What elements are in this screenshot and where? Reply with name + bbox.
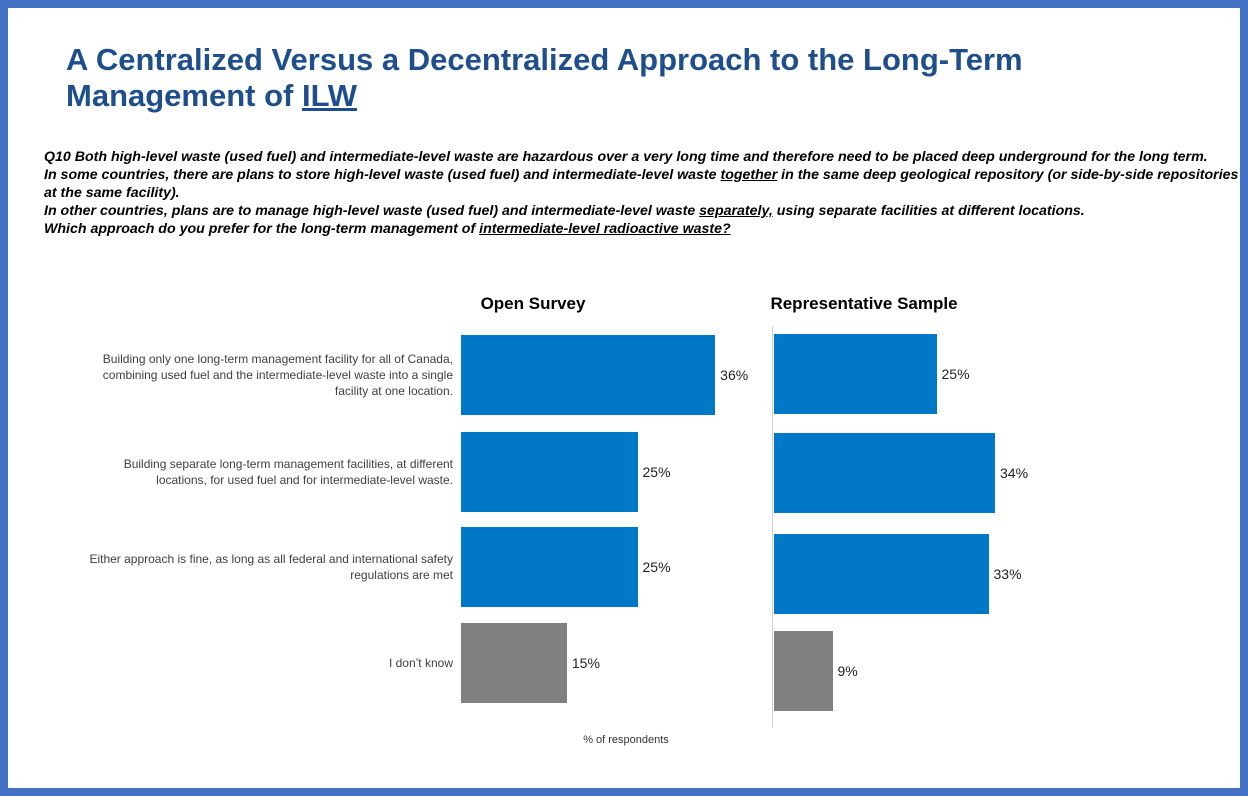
category-label: I don’t know bbox=[388, 656, 453, 670]
question-segment: separately, bbox=[699, 203, 773, 219]
question-line: Q10 Both high-level waste (used fuel) an… bbox=[44, 148, 1240, 166]
question-segment: using separate facilities at different l… bbox=[772, 203, 1085, 219]
question-segment: Which approach do you prefer for the lon… bbox=[44, 221, 480, 237]
chart-title: Representative Sample bbox=[770, 294, 958, 313]
value-label: 15% bbox=[571, 655, 600, 671]
axis-line bbox=[772, 326, 773, 728]
bar bbox=[774, 534, 989, 614]
bar bbox=[461, 623, 567, 703]
chart-title: Open Survey bbox=[480, 294, 586, 313]
question-segment: Q10 Both high-level waste (used fuel) an… bbox=[44, 149, 1208, 165]
question-line: In some countries, there are plans to st… bbox=[44, 166, 1240, 202]
category-label: Either approach is fine, as long as all … bbox=[89, 552, 453, 582]
value-label: 34% bbox=[1000, 465, 1029, 481]
value-label: 33% bbox=[993, 566, 1022, 582]
slide-title: A Centralized Versus a Decentralized App… bbox=[66, 42, 1146, 114]
bar bbox=[774, 433, 995, 513]
category-label: Building separate long-term management f… bbox=[123, 457, 453, 487]
value-label: 25% bbox=[642, 464, 671, 480]
question-segment: In other countries, plans are to manage … bbox=[44, 203, 700, 219]
question-text: Q10 Both high-level waste (used fuel) an… bbox=[44, 148, 1240, 238]
question-line: Which approach do you prefer for the lon… bbox=[44, 220, 1240, 238]
value-label: 25% bbox=[941, 366, 970, 382]
question-segment: In some countries, there are plans to st… bbox=[44, 167, 721, 183]
x-axis-label: % of respondents bbox=[583, 734, 669, 746]
title-text: A Centralized Versus a Decentralized App… bbox=[66, 42, 1023, 113]
question-segment: in the same deep geological repository (… bbox=[44, 167, 1243, 201]
bar bbox=[461, 527, 638, 607]
bar bbox=[774, 334, 937, 414]
value-label: 36% bbox=[720, 367, 749, 383]
value-label: 9% bbox=[837, 663, 858, 679]
title-text: ILW bbox=[301, 78, 358, 113]
question-segment: together bbox=[720, 167, 778, 183]
category-label: Building only one long-term management f… bbox=[102, 352, 453, 398]
bar bbox=[461, 432, 638, 512]
bar bbox=[774, 631, 833, 711]
bar bbox=[461, 335, 716, 415]
value-label: 25% bbox=[642, 559, 671, 575]
question-line: In other countries, plans are to manage … bbox=[44, 202, 1240, 220]
question-segment: intermediate-level radioactive waste? bbox=[479, 221, 731, 237]
